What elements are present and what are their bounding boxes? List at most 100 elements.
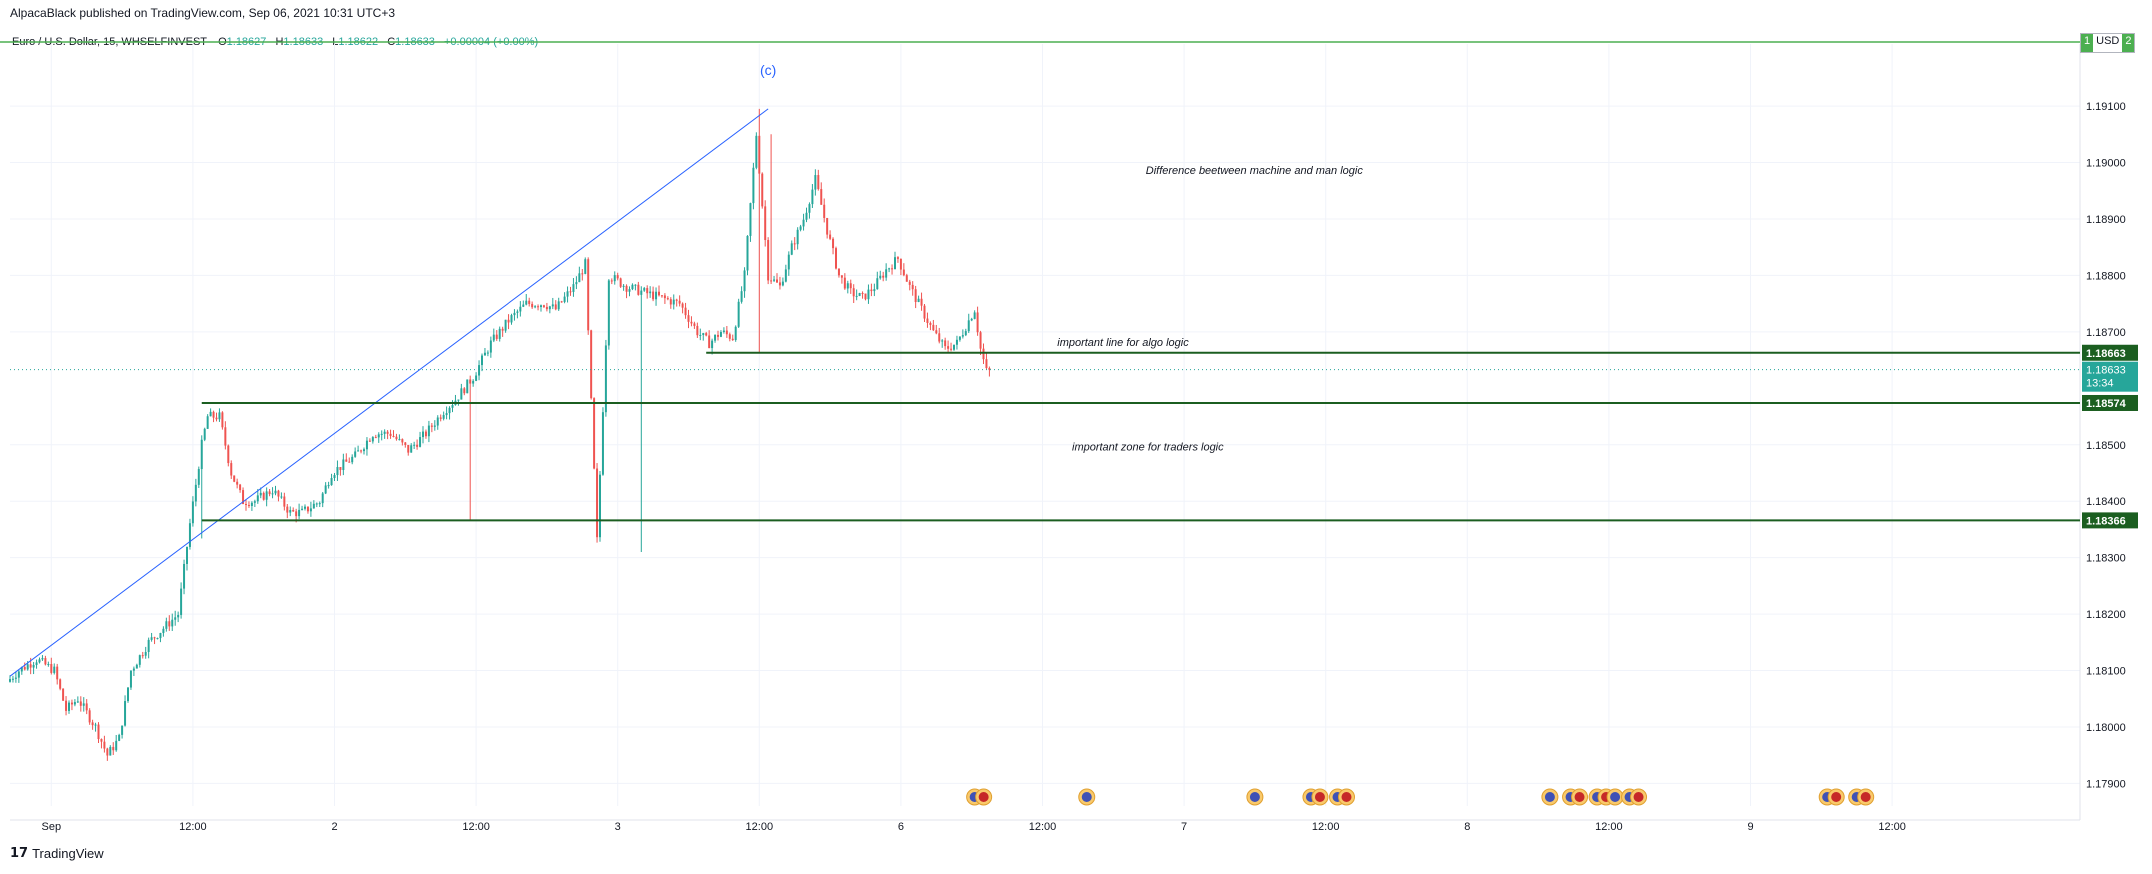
candle (802, 213, 805, 231)
candle (531, 301, 534, 309)
candle-body (76, 701, 79, 703)
candle (174, 610, 177, 626)
event-flag-icon (1078, 788, 1096, 806)
tradingview-logo[interactable]: 17 TradingView (10, 846, 104, 861)
candle (230, 460, 233, 479)
candle-body (65, 700, 68, 711)
event-flag-icon (1311, 788, 1329, 806)
candle-body (693, 323, 696, 326)
candle (492, 328, 495, 343)
candle-body (445, 413, 448, 416)
candle-body (206, 416, 209, 429)
candle (472, 379, 475, 387)
candle-body (537, 306, 540, 308)
candle (879, 270, 882, 280)
event-flag-icon (975, 788, 993, 806)
candle (805, 207, 808, 223)
candle (481, 353, 483, 372)
candle-body (62, 688, 65, 701)
candle-body (345, 459, 348, 462)
candle (183, 559, 186, 595)
candle-body (442, 415, 445, 419)
candle (159, 632, 162, 643)
candle-body (44, 658, 47, 665)
candle (283, 492, 286, 511)
candle-body (395, 436, 398, 440)
candle-body (212, 411, 215, 418)
candle-body (283, 496, 286, 507)
y-tick-label: 1.19000 (2086, 158, 2126, 170)
candle-body (413, 444, 416, 446)
chart-annotation: Difference beetween machine and man logi… (1146, 165, 1364, 177)
candle (758, 108, 761, 353)
candle (784, 264, 787, 283)
candle-body (203, 428, 206, 440)
candle-body (324, 485, 327, 494)
candle (277, 489, 280, 502)
candle-body (124, 701, 127, 726)
candle (138, 654, 141, 668)
candle (973, 310, 976, 320)
candle-body (938, 333, 941, 342)
candle (504, 319, 507, 333)
candle-body (469, 379, 472, 384)
candle-body (584, 259, 587, 274)
candle-body (336, 467, 339, 476)
candle (348, 457, 351, 463)
candle (321, 491, 324, 508)
candle (17, 669, 20, 683)
candle (368, 438, 371, 442)
candle (301, 505, 304, 511)
candle-body (259, 492, 262, 496)
currency-selector[interactable]: 1 USD 2 (2080, 33, 2136, 53)
candle-body (82, 703, 85, 706)
candle-body (115, 740, 118, 751)
candle (162, 626, 165, 637)
candle (386, 430, 389, 440)
candle (855, 289, 858, 301)
candle-body (457, 399, 460, 401)
candle (47, 661, 50, 667)
candle (911, 281, 914, 296)
candle-body (224, 427, 227, 446)
candle (613, 271, 616, 285)
candle-body (858, 293, 861, 296)
candle-body (200, 439, 203, 470)
candle-body (439, 417, 442, 419)
candle (864, 293, 867, 301)
candle-body (746, 235, 749, 271)
candle (646, 285, 649, 299)
candle (351, 454, 354, 465)
candle (342, 453, 345, 476)
y-tick-label: 1.18500 (2086, 440, 2126, 452)
candle (121, 725, 124, 739)
candle (616, 272, 619, 281)
candle-body (758, 135, 761, 174)
candle-body (268, 491, 271, 495)
candle (587, 257, 590, 335)
candle-body (100, 739, 103, 742)
candle (693, 321, 696, 329)
candle-body (778, 282, 781, 286)
candle (439, 414, 442, 422)
level-price-label: 1.18574 (2086, 398, 2127, 410)
candle (197, 466, 200, 488)
candle-body (631, 284, 634, 290)
candle (755, 132, 758, 170)
candle-body (955, 339, 958, 345)
candle-body (784, 269, 787, 282)
event-flag-core (1610, 792, 1621, 802)
candle-body (422, 431, 424, 438)
candle-body (186, 546, 188, 564)
event-flag-core (1544, 792, 1555, 802)
economic-events (966, 788, 1875, 806)
candle-body (242, 490, 245, 505)
event-flag-icon (1571, 788, 1589, 806)
candle (846, 280, 849, 294)
candle (557, 297, 560, 311)
candle-body (9, 679, 11, 682)
candle-body (640, 290, 643, 295)
candle-body (112, 746, 115, 751)
candle-body (191, 501, 194, 524)
